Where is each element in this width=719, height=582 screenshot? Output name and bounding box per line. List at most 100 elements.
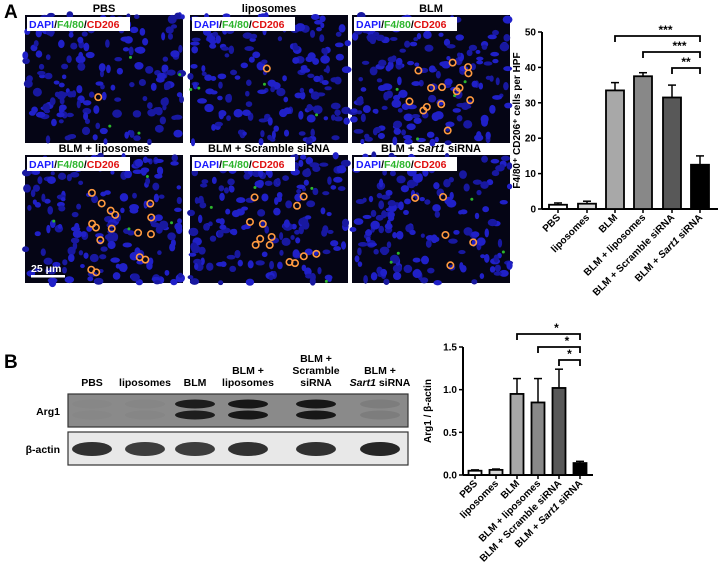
nucleus-dot <box>130 273 140 282</box>
nucleus-dot <box>166 69 176 76</box>
nucleus-dot <box>100 191 107 197</box>
nucleus-dot <box>493 254 499 263</box>
cd206-cell <box>299 252 308 261</box>
lane-label-italic: Sart1 <box>350 377 376 389</box>
nucleus-dot <box>373 31 380 37</box>
blot-band <box>228 399 268 409</box>
nucleus-dot <box>211 176 217 185</box>
nucleus-dot <box>89 253 99 263</box>
nucleus-dot <box>290 235 295 241</box>
nucleus-dot <box>146 261 153 270</box>
nucleus-dot <box>472 179 482 185</box>
nucleus-dot <box>91 195 99 204</box>
nucleus-dot <box>116 67 123 75</box>
stain-label-box <box>27 17 130 31</box>
nucleus-dot <box>30 189 36 198</box>
nucleus-dot <box>350 108 358 113</box>
nucleus-dot <box>247 260 254 269</box>
cd206-cell <box>92 268 101 277</box>
nucleus-dot <box>378 225 385 234</box>
stain-sep: / <box>249 19 252 31</box>
nucleus-dot <box>156 166 163 175</box>
cd206-cell <box>134 228 143 237</box>
nucleus-dot <box>219 224 227 230</box>
nucleus-dot <box>420 255 430 265</box>
nucleus-dot <box>429 138 436 147</box>
nucleus-dot <box>209 39 217 45</box>
bar <box>633 75 653 210</box>
nucleus-dot <box>362 105 371 114</box>
cd206-cell <box>245 217 254 226</box>
cd206-cell <box>96 236 105 245</box>
nucleus-dot <box>241 225 247 230</box>
nucleus-dot <box>134 46 145 54</box>
nucleus-dot <box>205 88 215 95</box>
cd206-cell <box>111 210 120 219</box>
nucleus-dot <box>503 34 511 42</box>
nucleus-dot <box>43 257 53 265</box>
nucleus-dot <box>214 121 223 127</box>
nucleus-dot <box>132 110 142 118</box>
nucleus-dot <box>482 206 490 213</box>
nucleus-dot <box>285 200 293 209</box>
nucleus-dot <box>134 158 144 167</box>
nucleus-dot <box>76 99 81 109</box>
nucleus-dot <box>201 71 207 76</box>
nucleus-dot <box>452 108 461 113</box>
cd206-cell <box>411 193 420 202</box>
nucleus-dot <box>173 129 183 138</box>
nucleus-dot <box>248 56 255 63</box>
nucleus-dot <box>167 232 176 241</box>
nucleus-dot <box>354 255 360 263</box>
stain-label-box <box>27 157 130 171</box>
nucleus-dot <box>159 220 169 230</box>
nucleus-dot <box>47 12 55 18</box>
stain-label: DAPI/F4/80/CD206 <box>29 19 120 31</box>
nucleus-dot <box>434 136 439 143</box>
nucleus-dot <box>393 120 403 129</box>
stain-f480: F4/80 <box>384 159 411 171</box>
nucleus-dot <box>307 73 315 78</box>
nucleus-dot <box>158 194 165 199</box>
stain-sep: / <box>411 19 414 31</box>
nucleus-dot <box>502 15 513 24</box>
nucleus-dot <box>435 70 441 79</box>
nucleus-dot <box>406 104 417 110</box>
nucleus-dot <box>225 94 232 103</box>
nucleus-dot <box>267 134 273 141</box>
nucleus-dot <box>355 198 366 205</box>
stain-sep: / <box>84 159 87 171</box>
nucleus-dot <box>277 36 283 42</box>
image-title: BLM + liposomes <box>59 143 150 155</box>
nucleus-dot <box>392 271 402 281</box>
nucleus-dot <box>377 85 387 92</box>
nucleus-dot <box>122 47 130 52</box>
y-tick-label: 0 <box>530 205 536 216</box>
bar <box>509 393 525 476</box>
nucleus-dot <box>389 170 396 177</box>
nucleus-dot <box>51 118 57 127</box>
f480-dot <box>128 55 132 59</box>
nucleus-dot <box>413 37 419 42</box>
lane-label: BLM + <box>364 365 396 377</box>
nucleus-dot <box>412 174 422 183</box>
nucleus-dot <box>250 33 258 39</box>
nucleus-dot <box>129 26 139 34</box>
blot-band <box>72 411 112 420</box>
nucleus-dot <box>326 211 332 217</box>
blot-band <box>228 410 268 420</box>
nucleus-dot <box>189 278 200 285</box>
nucleus-dot <box>335 31 342 37</box>
nucleus-dot <box>307 52 316 61</box>
nucleus-dot <box>493 271 502 276</box>
nucleus-dot <box>153 193 159 203</box>
stain-dapi: DAPI <box>29 159 54 171</box>
nucleus-dot <box>58 119 64 124</box>
nucleus-dot <box>363 274 368 284</box>
nucleus-dot <box>444 78 453 86</box>
nucleus-dot <box>400 185 409 193</box>
nucleus-dot <box>28 110 36 116</box>
image-title-text: BLM <box>419 3 443 15</box>
nucleus-dot <box>37 70 46 76</box>
nucleus-dot <box>471 279 478 285</box>
